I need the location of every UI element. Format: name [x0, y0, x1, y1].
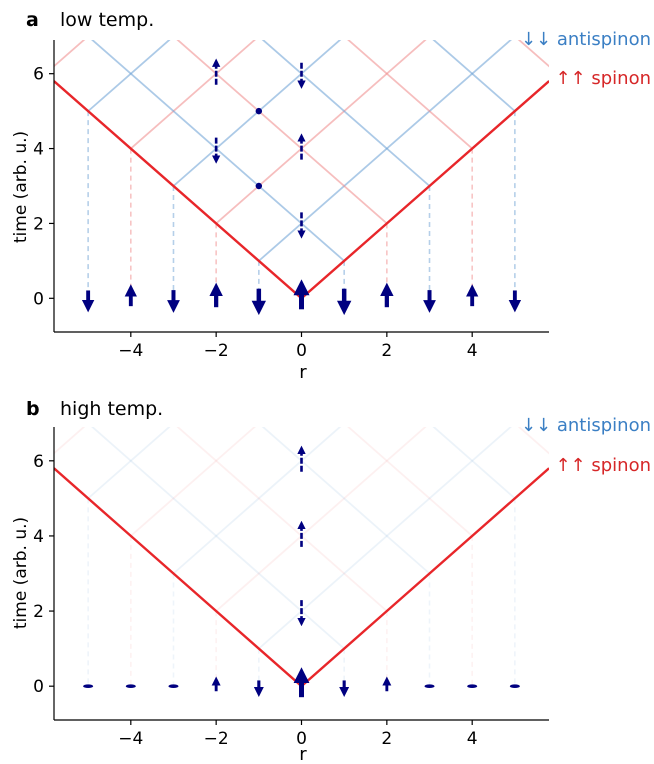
worldline-up	[343, 467, 549, 650]
light-cone	[54, 80, 549, 300]
worldline-down	[176, 40, 388, 225]
plot-content	[0, 10, 654, 698]
worldline-down	[347, 427, 473, 537]
x-tick-label: −2	[204, 341, 229, 361]
x-axis-label: r	[299, 744, 307, 764]
y-tick-label: 6	[33, 452, 44, 472]
panel-title: low temp.	[60, 9, 154, 31]
spin-arrow	[168, 684, 179, 688]
x-tick-label: 0	[296, 341, 307, 361]
panel-label: b	[26, 398, 40, 420]
worldline-up	[172, 427, 342, 575]
worldline-up	[215, 427, 427, 612]
spin-arrow	[424, 684, 435, 688]
y-tick-label: 4	[33, 527, 44, 547]
worldline-up	[471, 467, 549, 537]
worldline-up	[258, 427, 512, 650]
worldline-down	[0, 0, 3, 36]
worldline-up	[172, 40, 342, 187]
light-cone	[54, 467, 549, 688]
spin-arrow	[467, 684, 478, 688]
worldline-down	[517, 427, 549, 455]
x-tick-label: −2	[204, 729, 229, 749]
worldline-down	[344, 48, 654, 349]
worldline-up	[0, 10, 216, 311]
legend-antispinon: ↓↓ antispinon	[521, 415, 651, 436]
legend-antispinon: ↓↓ antispinon	[521, 29, 651, 50]
spin-arrow	[509, 684, 520, 688]
worldline-down	[54, 79, 217, 225]
x-tick-label: 0	[296, 729, 307, 749]
x-tick-label: 2	[381, 341, 392, 361]
y-tick-label: 6	[33, 65, 44, 85]
worldline-down	[261, 40, 431, 187]
worldline-up	[87, 427, 171, 500]
site-dot	[255, 107, 263, 115]
y-axis-label: time (arb. u.)	[11, 517, 31, 629]
worldline-down	[432, 427, 516, 500]
spin-arrow	[83, 684, 94, 688]
site-dot	[255, 182, 263, 190]
x-tick-label: 4	[467, 341, 478, 361]
x-tick-label: 2	[381, 729, 392, 749]
worldline-up	[3, 0, 344, 36]
worldline-down	[387, 10, 654, 311]
worldline-down	[517, 40, 549, 68]
spin-arrow	[125, 684, 136, 688]
x-tick-label: −4	[118, 729, 143, 749]
worldline-down	[54, 467, 303, 687]
worldline-down	[91, 427, 345, 650]
y-tick-label: 2	[33, 214, 44, 234]
y-tick-label: 0	[33, 289, 44, 309]
plot-area: −4 −2 0 2 4 0 2 4 6	[0, 0, 549, 361]
worldline-up	[600, 123, 654, 424]
x-tick-label: 4	[467, 729, 478, 749]
x-tick-label: −4	[118, 341, 143, 361]
worldline-down	[54, 79, 303, 299]
worldline-down	[432, 40, 516, 112]
panel-a: a low temp. −4 −2 0 2 4 0 2 4 6 r time (arb. u.)…	[0, 0, 651, 383]
x-axis-label: r	[299, 362, 307, 383]
worldline-up	[87, 40, 171, 112]
worldline-down	[261, 427, 431, 575]
y-tick-label: 4	[33, 140, 44, 160]
legend-spinon: ↑↑ spinon	[555, 455, 651, 476]
y-tick-label: 0	[33, 677, 44, 697]
worldline-down	[259, 123, 600, 424]
panel-title: high temp.	[60, 398, 163, 420]
worldline-up	[215, 40, 427, 225]
worldline-up	[514, 467, 549, 500]
y-axis-label: time (arb. u.)	[11, 131, 31, 243]
plot-content	[0, 0, 549, 316]
worldline-down	[54, 467, 132, 537]
worldline-up	[130, 40, 256, 150]
worldline-up	[428, 79, 549, 187]
worldline-down	[0, 123, 3, 424]
worldline-down	[347, 40, 473, 150]
worldline-down	[91, 40, 345, 262]
legend-spinon: ↑↑ spinon	[555, 68, 651, 89]
worldline-down	[176, 427, 388, 612]
panel-label: a	[26, 9, 39, 31]
worldline-up	[130, 427, 256, 537]
worldline-up	[643, 85, 654, 386]
y-tick-label: 2	[33, 602, 44, 622]
